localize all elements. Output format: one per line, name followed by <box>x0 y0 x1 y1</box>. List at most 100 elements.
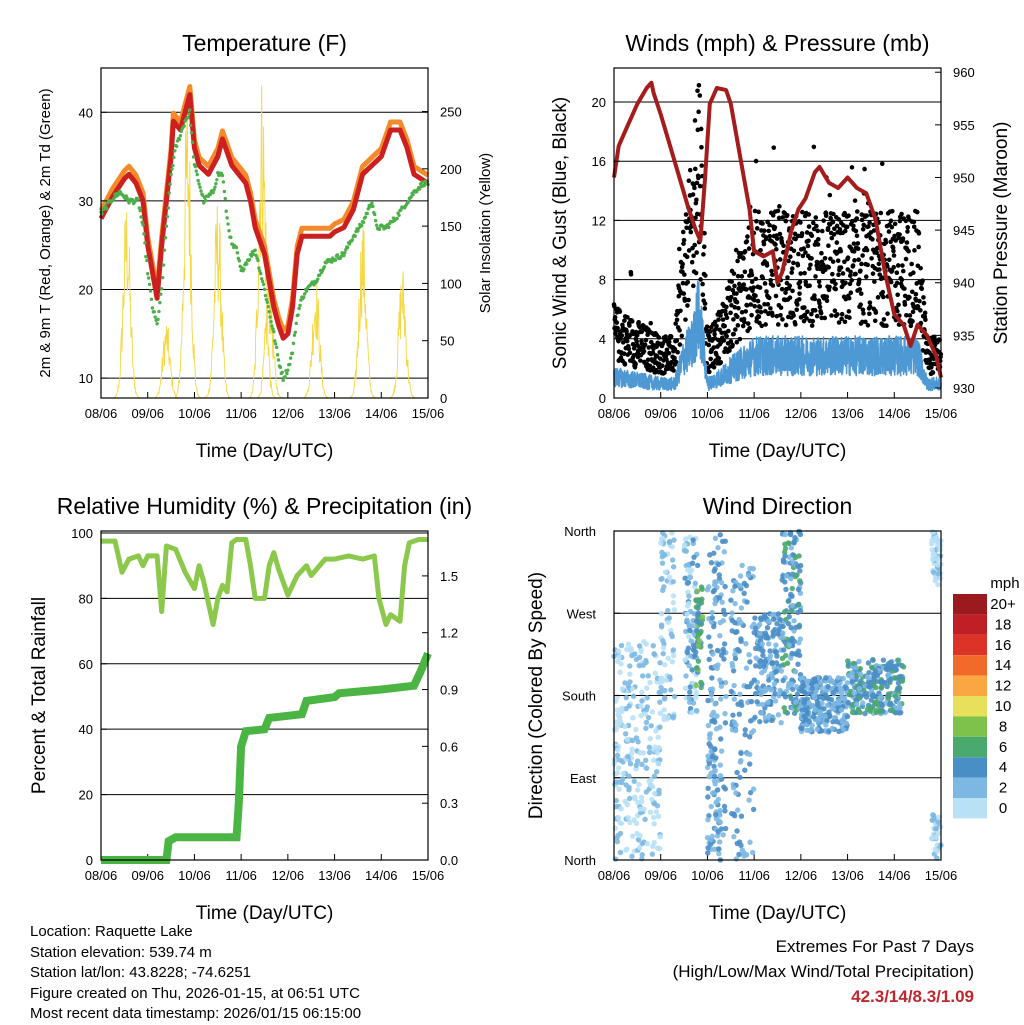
dewpoint-point <box>335 253 340 257</box>
direction-point <box>625 641 632 648</box>
direction-point <box>747 761 753 767</box>
gust-point <box>711 365 717 370</box>
gust-point <box>884 323 889 329</box>
direction-point <box>722 710 728 717</box>
dewpoint-point <box>201 193 205 198</box>
y2-tick-label: 945 <box>953 223 975 238</box>
gust-point <box>846 295 852 301</box>
dewpoint-point <box>156 317 160 322</box>
direction-point <box>775 631 781 637</box>
direction-point <box>929 835 935 841</box>
direction-point <box>730 668 737 674</box>
gust-point <box>743 287 749 292</box>
gust-point <box>842 228 848 234</box>
direction-point <box>789 677 795 683</box>
gust-point <box>830 259 836 264</box>
direction-point <box>615 765 622 771</box>
plot-frame <box>613 67 942 399</box>
gust-point <box>816 279 822 285</box>
direction-point <box>687 689 693 695</box>
gust-point <box>896 235 902 241</box>
direction-point <box>668 687 674 693</box>
direction-point <box>722 825 729 832</box>
gust-point <box>891 264 897 270</box>
dewpoint-point <box>302 292 307 296</box>
dewpoint-point <box>288 356 293 360</box>
gust-point <box>767 222 772 228</box>
legend-swatch <box>953 798 987 819</box>
direction-point <box>747 839 753 845</box>
gust-point <box>743 309 749 314</box>
direction-point <box>745 572 752 579</box>
dewpoint-point <box>359 223 364 228</box>
gust-point <box>684 254 690 260</box>
legend-swatch <box>953 757 987 778</box>
direction-point <box>661 584 667 590</box>
direction-point <box>824 702 831 708</box>
dewpoint-point <box>157 309 161 314</box>
gust-point <box>865 262 870 268</box>
direction-point <box>717 807 723 814</box>
legend-swatch <box>953 594 987 615</box>
gust-point <box>818 310 824 316</box>
direction-point <box>657 724 663 730</box>
x-tick-label: 14/06 <box>878 868 911 883</box>
direction-point <box>796 624 802 630</box>
dewpoint-point <box>361 220 366 225</box>
solar-series <box>388 271 417 399</box>
direction-point <box>619 705 625 712</box>
y2-tick-label: 150 <box>440 219 462 234</box>
gust-point <box>780 317 785 322</box>
direction-point <box>856 686 863 692</box>
direction-point <box>744 751 751 757</box>
y-tick-label: 20 <box>79 788 93 803</box>
direction-point <box>817 709 824 715</box>
gust-point <box>885 311 890 316</box>
gust-point <box>762 301 767 307</box>
direction-point <box>614 707 621 713</box>
x-tick-label: 09/06 <box>131 406 164 421</box>
direction-point <box>806 700 812 706</box>
gust-point <box>835 258 841 263</box>
dewpoint-point <box>373 218 378 223</box>
gust-point <box>799 231 805 236</box>
direction-point <box>823 722 829 728</box>
legend-label: 10 <box>995 698 1012 715</box>
gust-point <box>688 229 694 235</box>
direction-point <box>657 660 663 666</box>
direction-point <box>665 655 671 662</box>
x-axis-label: Time (Day/UTC) <box>196 903 334 924</box>
gust-point <box>724 315 730 320</box>
gust-point <box>693 215 698 221</box>
direction-point <box>785 620 792 627</box>
direction-point <box>694 588 701 594</box>
gust-point <box>729 302 734 308</box>
dewpoint-point <box>178 133 183 138</box>
direction-point <box>737 691 743 697</box>
direction-point <box>870 692 876 698</box>
x-tick-label: 08/06 <box>85 868 118 883</box>
direction-point <box>712 773 718 780</box>
gust-point <box>721 338 727 343</box>
direction-point <box>784 660 791 666</box>
direction-point <box>630 693 637 699</box>
gust-point <box>736 305 741 311</box>
direction-point <box>795 586 802 593</box>
direction-point <box>714 647 721 654</box>
direction-point <box>643 659 649 666</box>
gust-point <box>867 220 872 225</box>
direction-point <box>706 634 712 640</box>
direction-point <box>622 798 628 805</box>
gust-point <box>793 322 798 327</box>
direction-point <box>761 612 768 618</box>
gust-point <box>739 274 745 279</box>
gust-point <box>866 224 871 229</box>
dewpoint-point <box>150 306 155 310</box>
gust-point <box>889 224 895 230</box>
gust-point <box>673 321 678 326</box>
gust-point <box>854 216 860 221</box>
direction-point <box>637 844 643 851</box>
gust-point <box>828 256 833 262</box>
x-tick-label: 09/06 <box>644 406 677 421</box>
direction-point <box>718 683 725 689</box>
